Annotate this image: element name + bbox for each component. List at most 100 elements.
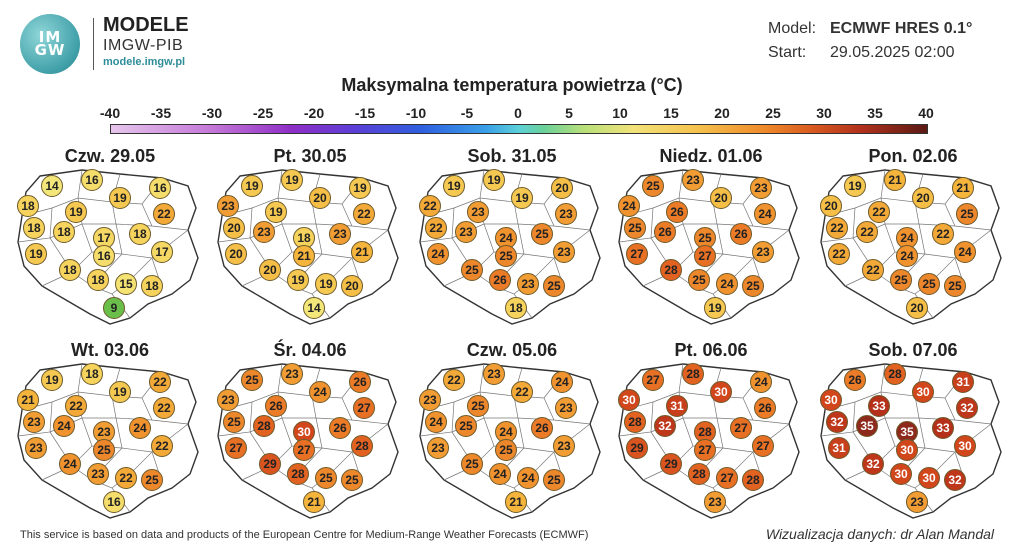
city-temperature-marker: 19 [109, 187, 131, 209]
city-temperature-marker: 31 [666, 395, 688, 417]
city-temperature-marker: 16 [149, 177, 171, 199]
day-title: Śr. 04.06 [273, 340, 347, 360]
city-temperature-marker: 28 [682, 363, 704, 385]
scale-tick-label: 5 [565, 105, 573, 121]
poland-map: 22 23 24 22 23 23 25 24 25 24 26 23 25 23 25 24 24 25 21 [414, 362, 610, 522]
city-temperature-marker: 25 [141, 469, 163, 491]
city-temperature-marker: 32 [956, 397, 978, 419]
day-title: Pon. 02.06 [868, 146, 958, 166]
city-temperature-marker: 23 [93, 421, 115, 443]
city-temperature-marker: 30 [896, 439, 918, 461]
city-temperature-marker: 22 [862, 259, 884, 281]
city-temperature-marker: 30 [820, 389, 842, 411]
city-temperature-marker: 32 [654, 415, 676, 437]
city-temperature-marker: 25 [688, 269, 710, 291]
city-temperature-marker: 19 [25, 243, 47, 265]
city-temperature-marker: 28 [624, 411, 646, 433]
city-temperature-marker: 18 [53, 221, 75, 243]
day-title: Wt. 03.06 [70, 340, 150, 360]
city-temperature-marker: 23 [23, 411, 45, 433]
poland-map: 27 28 24 30 26 30 31 28 32 28 27 29 27 27 29 28 27 28 23 [613, 362, 809, 522]
city-temperature-marker: 16 [103, 491, 125, 513]
day-title: Sob. 07.06 [868, 340, 958, 360]
city-temperature-marker: 30 [890, 463, 912, 485]
city-temperature-marker: 22 [419, 195, 441, 217]
city-temperature-marker: 20 [223, 217, 245, 239]
city-temperature-marker: 32 [944, 469, 966, 491]
city-temperature-marker: 19 [287, 269, 309, 291]
city-temperature-marker: 30 [293, 421, 315, 443]
scale-tick-label: -15 [354, 105, 376, 121]
city-temperature-marker: 24 [896, 245, 918, 267]
city-temperature-marker: 19 [41, 369, 63, 391]
city-temperature-marker: 31 [952, 371, 974, 393]
city-temperature-marker: 24 [618, 195, 640, 217]
city-temperature-marker: 24 [425, 411, 447, 433]
scale-tick-label: -30 [201, 105, 223, 121]
city-temperature-marker: 25 [642, 175, 664, 197]
city-temperature-marker: 24 [495, 421, 517, 443]
city-temperature-marker: 19 [844, 175, 866, 197]
city-temperature-marker: 24 [754, 203, 776, 225]
city-temperature-marker: 23 [253, 221, 275, 243]
city-temperature-marker: 22 [932, 223, 954, 245]
color-scale-bar [110, 124, 928, 134]
city-temperature-marker: 27 [730, 417, 752, 439]
poland-map: 19 18 22 19 22 21 22 23 24 23 24 23 25 22 24 23 22 25 16 [12, 362, 208, 522]
city-temperature-marker: 32 [862, 453, 884, 475]
scale-tick-label: -35 [150, 105, 172, 121]
city-temperature-marker: 24 [716, 273, 738, 295]
city-temperature-marker: 25 [531, 223, 553, 245]
city-temperature-marker: 35 [856, 415, 878, 437]
city-temperature-marker: 31 [828, 437, 850, 459]
city-temperature-marker: 20 [551, 177, 573, 199]
city-temperature-marker: 27 [626, 243, 648, 265]
logo-lettering: IM GW [34, 28, 66, 59]
city-temperature-marker: 28 [287, 463, 309, 485]
city-temperature-marker: 23 [455, 221, 477, 243]
city-temperature-marker: 26 [349, 371, 371, 393]
city-temperature-marker: 25 [624, 217, 646, 239]
city-temperature-marker: 22 [425, 217, 447, 239]
city-temperature-marker: 21 [884, 169, 906, 191]
city-temperature-marker: 23 [704, 491, 726, 513]
city-temperature-marker: 18 [129, 223, 151, 245]
city-temperature-marker: 19 [704, 297, 726, 319]
city-temperature-marker: 25 [495, 439, 517, 461]
city-temperature-marker: 25 [223, 411, 245, 433]
city-temperature-marker: 19 [349, 177, 371, 199]
brand-url[interactable]: modele.imgw.pl [103, 56, 186, 68]
city-temperature-marker: 22 [115, 467, 137, 489]
city-temperature-marker: 22 [353, 203, 375, 225]
city-temperature-marker: 22 [153, 397, 175, 419]
city-temperature-marker: 16 [81, 169, 103, 191]
day-title: Czw. 29.05 [64, 146, 156, 166]
city-temperature-marker: 23 [750, 177, 772, 199]
city-temperature-marker: 33 [932, 417, 954, 439]
footer-attribution: This service is based on data and produc… [20, 529, 589, 541]
scale-tick-label: -20 [303, 105, 325, 121]
poland-map: 14 16 16 19 22 18 19 18 18 17 18 19 16 17 18 18 15 18 9 [12, 168, 208, 328]
scale-tick-label: -25 [252, 105, 274, 121]
scale-tick-label: 20 [714, 105, 730, 121]
city-temperature-marker: 30 [918, 467, 940, 489]
poland-map: 19 19 20 19 23 22 23 22 23 24 25 24 25 23 25 26 23 25 18 [414, 168, 610, 328]
city-temperature-marker: 17 [151, 241, 173, 263]
city-temperature-marker: 26 [754, 397, 776, 419]
city-temperature-marker: 19 [281, 169, 303, 191]
city-temperature-marker: 20 [225, 243, 247, 265]
city-temperature-marker: 19 [443, 175, 465, 197]
city-temperature-marker: 22 [511, 381, 533, 403]
city-temperature-marker: 23 [752, 241, 774, 263]
scale-tick-label: 15 [663, 105, 679, 121]
city-temperature-marker: 24 [53, 415, 75, 437]
city-temperature-marker: 26 [730, 223, 752, 245]
footer-credit: Wizualizacja danych: dr Alan Mandal [765, 526, 994, 542]
city-temperature-marker: 25 [742, 275, 764, 297]
city-temperature-marker: 23 [329, 223, 351, 245]
city-temperature-marker: 23 [281, 363, 303, 385]
model-value: ECMWF HRES 0.1° [830, 20, 973, 37]
city-temperature-marker: 25 [495, 245, 517, 267]
city-temperature-marker: 30 [710, 381, 732, 403]
city-temperature-marker: 23 [906, 491, 928, 513]
